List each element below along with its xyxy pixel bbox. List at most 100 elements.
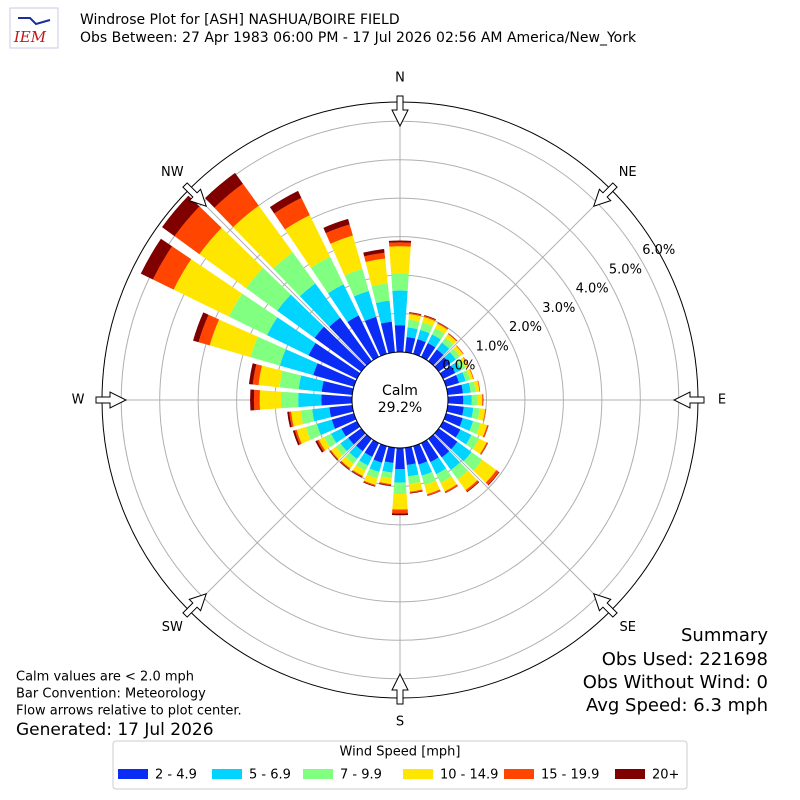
wind-bar — [450, 462, 469, 480]
direction-label: S — [396, 715, 404, 730]
wind-bar — [363, 248, 385, 257]
wind-bar — [209, 319, 258, 358]
wind-bar — [461, 382, 471, 394]
wind-bar — [193, 312, 209, 343]
wind-bar — [299, 283, 341, 327]
summary-line: Obs Without Wind: 0 — [583, 672, 768, 693]
flow-arrow — [182, 592, 208, 618]
wind-bar — [389, 242, 411, 247]
wind-bar — [359, 452, 373, 466]
wind-bar — [424, 480, 440, 495]
flow-arrow — [592, 592, 618, 618]
wind-bar — [407, 319, 420, 330]
wind-bar — [233, 205, 293, 269]
wind-bar — [246, 267, 291, 311]
wind-bar — [394, 325, 406, 353]
calm-circle — [351, 351, 449, 449]
wind-bar — [408, 314, 421, 322]
wind-bar — [308, 343, 361, 379]
wind-bar — [379, 482, 392, 486]
wind-bar — [384, 446, 395, 464]
legend-label: 10 - 14.9 — [440, 768, 498, 783]
wind-bar — [480, 442, 489, 455]
wind-bar — [428, 434, 450, 458]
legend-label: 7 - 9.9 — [340, 768, 382, 783]
wind-bar — [423, 315, 436, 322]
wind-bar — [371, 283, 390, 304]
direction-label: SW — [162, 620, 183, 635]
wind-bar — [463, 394, 472, 406]
wind-bar — [314, 326, 366, 372]
wind-bar — [406, 463, 419, 477]
wind-bar — [279, 370, 302, 390]
wind-bar — [395, 447, 405, 470]
wind-bar — [140, 238, 173, 280]
wind-bar — [483, 408, 486, 421]
wind-bar — [317, 439, 326, 452]
wind-bar — [440, 476, 457, 492]
wind-bar — [214, 183, 259, 228]
legend-swatch — [403, 769, 433, 779]
wind-bar — [351, 471, 363, 478]
legend-items: 2 - 4.9 5 - 6.9 7 - 9.9 10 - 14.9 15 - 19.9 2… — [118, 768, 679, 783]
wind-bar — [446, 384, 464, 395]
wind-bar — [443, 375, 460, 387]
wind-bar — [352, 470, 363, 478]
wind-bar — [463, 357, 470, 367]
wind-bar — [205, 172, 243, 208]
wind-bar — [405, 336, 416, 354]
wind-bar — [477, 408, 486, 421]
wind-bar — [330, 446, 343, 460]
wind-bar — [476, 423, 488, 437]
wind-bar — [321, 394, 353, 406]
grid-spoke — [433, 433, 612, 612]
wind-bar — [477, 380, 481, 392]
legend-label: 20+ — [652, 768, 679, 783]
wind-bar — [152, 246, 192, 290]
wind-bar — [327, 284, 359, 322]
wind-bar — [465, 480, 479, 492]
wind-bar — [430, 457, 447, 475]
wind-bar — [441, 451, 461, 470]
wind-bar — [462, 406, 474, 418]
wind-bar — [409, 312, 422, 317]
wind-bar — [279, 349, 318, 376]
wind-bar — [436, 468, 452, 483]
wind-bar — [392, 290, 408, 326]
wind-bar — [294, 429, 302, 445]
wind-bar — [460, 357, 469, 368]
direction-label: E — [718, 393, 726, 408]
wind-bar — [465, 434, 480, 450]
wind-bar — [375, 300, 392, 324]
wind-bar — [330, 235, 363, 276]
wind-bar — [373, 443, 387, 463]
wind-bar — [408, 482, 423, 492]
wind-bar — [482, 394, 484, 406]
wind-bar — [434, 357, 450, 372]
wind-bar — [259, 390, 282, 410]
wind-bar — [269, 190, 302, 214]
summary-line: Obs Used: 221698 — [602, 649, 768, 670]
wind-bar — [310, 256, 344, 294]
wind-bar — [428, 349, 444, 366]
summary-title: Summary — [681, 625, 768, 646]
wind-bar — [393, 482, 407, 495]
wind-bar — [450, 361, 462, 374]
legend: Wind Speed [mph] 2 - 4.9 5 - 6.9 7 - 9.9 10… — [112, 740, 688, 790]
wind-bar — [312, 407, 332, 422]
wind-bar — [409, 489, 423, 493]
r-tick-label: 3.0% — [542, 301, 575, 316]
wind-bar — [388, 240, 412, 243]
wind-bar — [316, 419, 336, 436]
wind-bar — [274, 197, 310, 230]
wind-bar — [437, 322, 449, 329]
wind-bar — [300, 409, 315, 425]
wind-bar — [174, 206, 222, 255]
wind-bar — [482, 394, 484, 406]
r-tick-label: 2.0% — [509, 320, 542, 335]
wind-bar — [451, 441, 472, 462]
wind-bar — [435, 323, 448, 334]
wind-bar — [355, 434, 372, 452]
wind-bar — [466, 481, 480, 493]
flow-arrow — [592, 182, 618, 208]
